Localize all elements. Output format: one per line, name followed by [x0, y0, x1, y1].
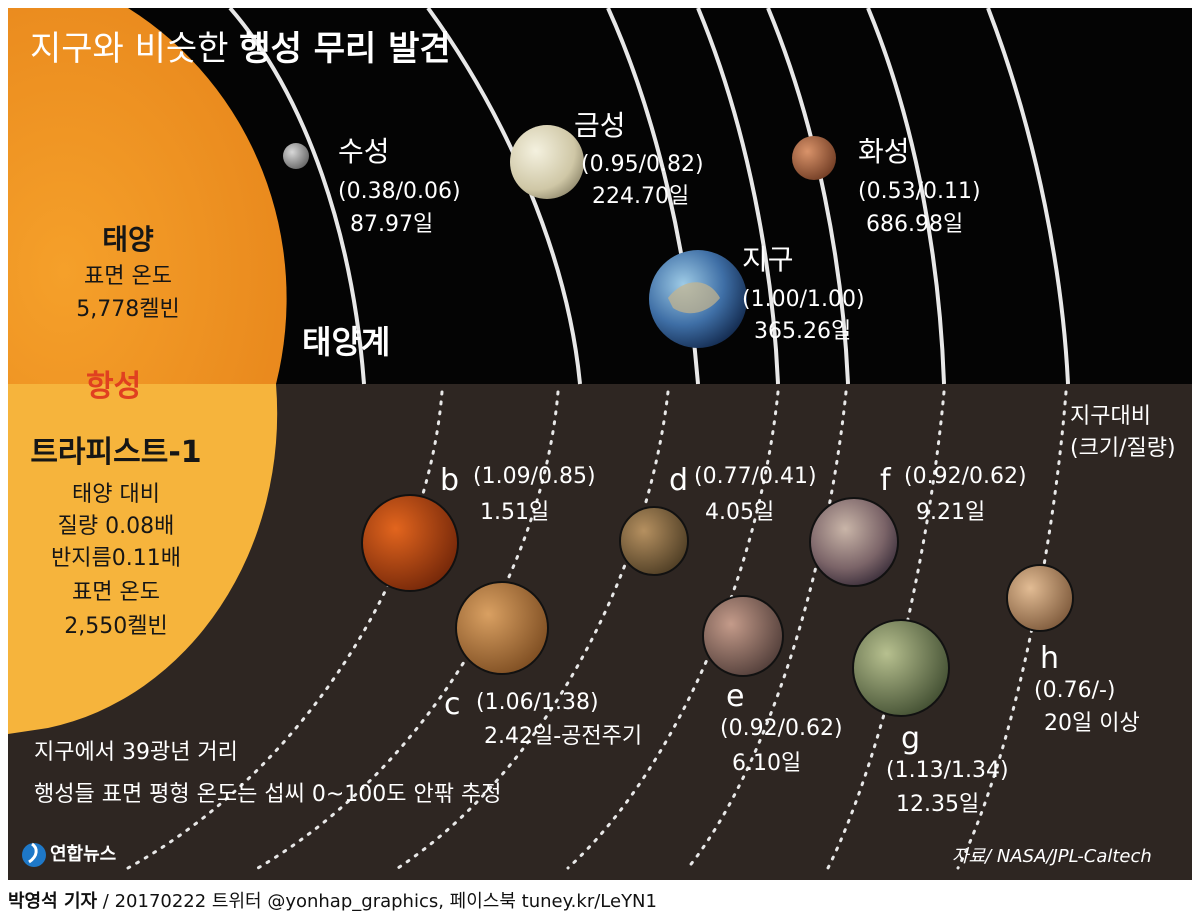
planet-c-letter: c	[444, 687, 461, 722]
planet-e-letter: e	[726, 679, 745, 714]
planet-h-period: 20일 이상	[1044, 711, 1140, 736]
logo-icon-swoosh	[28, 842, 38, 864]
planet-b	[361, 494, 459, 592]
planet-g	[852, 619, 950, 717]
planet-d-period: 4.05일	[705, 500, 775, 525]
sun-name: 태양	[102, 223, 154, 256]
footer-meta: / 20170222 트위터 @yonhap_graphics, 페이스북 tu…	[97, 891, 657, 912]
planet-b-ratio: (1.09/0.85)	[473, 464, 596, 489]
logo-text: 연합뉴스	[50, 844, 117, 865]
legend-line1: 지구대비	[1070, 404, 1151, 429]
mars-period: 686.98일	[866, 212, 964, 237]
star-tag: 항성	[86, 369, 142, 404]
sun-line1: 표면 온도	[84, 264, 172, 289]
star-line3: 반지름0.11배	[51, 546, 181, 571]
star-name: 트라피스트-1	[30, 435, 202, 470]
planet-e	[702, 595, 784, 677]
mercury-period: 87.97일	[350, 212, 434, 237]
earth-ratio: (1.00/1.00)	[742, 287, 865, 312]
note-line1: 지구에서 39광년 거리	[34, 740, 238, 765]
infographic: 지구와 비슷한 행성 무리 발견 태양 표면 온도 5,778켈빈 항성 트라피…	[8, 8, 1192, 880]
planet-g-period: 12.35일	[896, 792, 980, 817]
planet-e-ratio: (0.92/0.62)	[720, 716, 843, 741]
legend-line2: (크기/질량)	[1070, 436, 1176, 461]
source-credit: 자료/ NASA/JPL-Caltech	[952, 846, 1152, 867]
earth-name: 지구	[742, 243, 794, 276]
venus-ratio: (0.95/0.82)	[581, 152, 704, 177]
planet-b-letter: b	[440, 463, 460, 498]
page-title: 지구와 비슷한 행성 무리 발견	[30, 32, 451, 66]
planet-h-ratio: (0.76/-)	[1034, 678, 1116, 703]
planet-c-ratio: (1.06/1.38)	[476, 690, 599, 715]
venus-period: 224.70일	[592, 184, 690, 209]
star-line4: 표면 온도	[72, 580, 160, 605]
sun-line2: 5,778켈빈	[76, 297, 180, 322]
earth-period: 365.26일	[754, 319, 852, 344]
planet-h-letter: h	[1040, 641, 1060, 676]
reporter-name: 박영석 기자	[8, 891, 98, 912]
footer: 박영석 기자 / 20170222 트위터 @yonhap_graphics, …	[8, 884, 1192, 920]
star-line2: 질량 0.08배	[57, 514, 175, 539]
planet-d-letter: d	[669, 463, 689, 498]
sun-shape	[8, 8, 287, 384]
planet-d	[619, 506, 689, 576]
title-light: 지구와 비슷한	[30, 29, 240, 69]
venus-name: 금성	[574, 109, 626, 142]
planet-g-ratio: (1.13/1.34)	[886, 758, 1009, 783]
title-bold: 행성 무리 발견	[239, 29, 451, 69]
earth-continent	[668, 282, 720, 314]
planet-e-period: 6.10일	[732, 751, 802, 776]
planet-f-ratio: (0.92/0.62)	[904, 464, 1027, 489]
mercury-planet	[283, 143, 309, 169]
mars-planet	[792, 136, 836, 180]
planet-d-ratio: (0.77/0.41)	[694, 464, 817, 489]
planet-c	[455, 581, 549, 675]
trappist-star-shape	[8, 384, 278, 734]
mars-name: 화성	[858, 135, 910, 168]
planet-f-period: 9.21일	[916, 500, 986, 525]
background-art	[8, 8, 1192, 880]
planet-f	[809, 497, 899, 587]
solar-system-label: 태양계	[302, 323, 391, 361]
planet-h	[1006, 564, 1074, 632]
mars-ratio: (0.53/0.11)	[858, 179, 981, 204]
planet-c-period: 2.42일-공전주기	[484, 724, 643, 749]
planet-f-letter: f	[880, 463, 891, 498]
note-line2: 행성들 표면 평형 온도는 섭씨 0~100도 안팎 추정	[34, 782, 502, 807]
planet-b-period: 1.51일	[480, 500, 550, 525]
mercury-ratio: (0.38/0.06)	[338, 179, 461, 204]
star-line1: 태양 대비	[72, 482, 160, 507]
planet-g-letter: g	[901, 721, 921, 756]
star-line5: 2,550켈빈	[64, 614, 168, 639]
venus-planet	[510, 125, 584, 199]
mercury-name: 수성	[338, 135, 390, 168]
